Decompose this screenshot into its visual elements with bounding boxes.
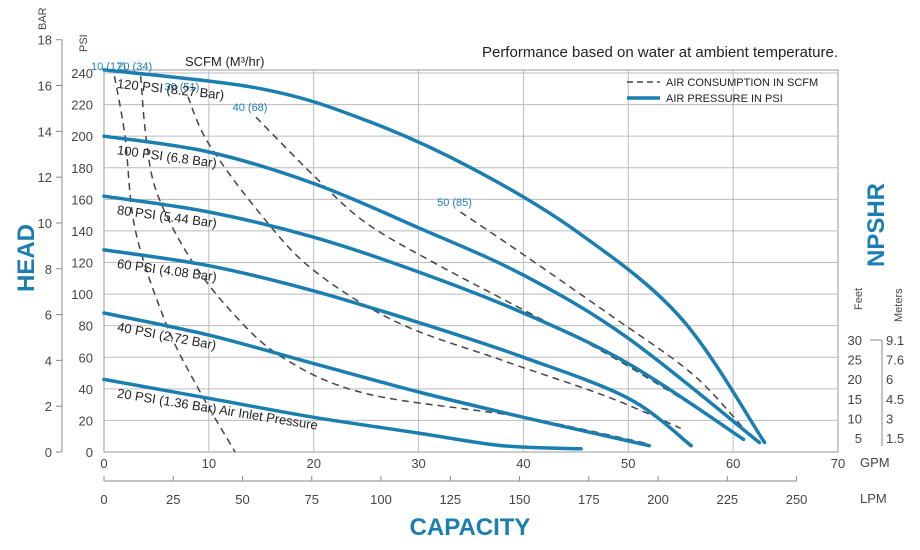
legend-label-air: AIR CONSUMPTION IN SCFM bbox=[666, 77, 818, 89]
npshr-tick-feet: 15 bbox=[848, 392, 862, 407]
y-tick-psi: 240 bbox=[71, 66, 93, 81]
air-consumption-line bbox=[113, 76, 236, 453]
pressure-line bbox=[102, 194, 746, 442]
y-tick-bar: 14 bbox=[38, 124, 52, 139]
y-unit-bar: BAR bbox=[37, 7, 49, 30]
x-tick-lpm: 100 bbox=[370, 492, 392, 507]
y-tick-psi: 220 bbox=[71, 98, 93, 113]
y-tick-bar: 8 bbox=[45, 262, 52, 277]
npshr-tick-meters: 1.5 bbox=[886, 431, 904, 446]
pressure-line bbox=[102, 68, 767, 445]
y-tick-bar: 6 bbox=[45, 308, 52, 323]
x-unit-gpm: GPM bbox=[860, 455, 890, 470]
x-tick-lpm: 225 bbox=[716, 492, 738, 507]
y-tick-psi: 40 bbox=[79, 382, 93, 397]
pressure-label: 20 PSI (1.36 Bar) Air Inlet Pressure bbox=[116, 386, 319, 433]
x-tick-gpm: 30 bbox=[411, 456, 425, 471]
legend: AIR CONSUMPTION IN SCFM AIR PRESSURE IN … bbox=[627, 77, 818, 105]
x-tick-lpm: 175 bbox=[578, 492, 600, 507]
axes-layer: 0 10 20 30 40 50 60 700204060801001201401601802… bbox=[38, 33, 905, 507]
pressure-line bbox=[102, 134, 762, 445]
y-tick-psi: 20 bbox=[79, 413, 93, 428]
x-tick-gpm: 60 bbox=[726, 456, 740, 471]
npshr-unit-feet: Feet bbox=[853, 288, 865, 310]
air-consumption-label: 50 (85) bbox=[437, 197, 472, 209]
y-tick-bar: 12 bbox=[38, 170, 52, 185]
chart-title: Performance based on water at ambient te… bbox=[482, 44, 838, 61]
x-tick-lpm: 75 bbox=[305, 492, 319, 507]
y-tick-psi: 80 bbox=[79, 319, 93, 334]
x-tick-gpm: 50 bbox=[621, 456, 635, 471]
y-tick-bar: 4 bbox=[45, 353, 52, 368]
x-tick-lpm: 200 bbox=[647, 492, 669, 507]
y2-axis-title: NPSHR bbox=[863, 183, 890, 267]
npshr-tick-feet: 30 bbox=[848, 333, 862, 348]
npshr-tick-feet: 10 bbox=[848, 411, 862, 426]
y-unit-psi: PSI bbox=[78, 34, 90, 52]
pressure-line bbox=[102, 248, 693, 448]
pressure-line bbox=[102, 377, 583, 451]
grid-layer bbox=[103, 69, 839, 453]
plot-frame bbox=[103, 69, 839, 453]
y-tick-bar: 10 bbox=[38, 216, 52, 231]
x-unit-lpm: LPM bbox=[860, 491, 887, 506]
npshr-tick-meters: 3 bbox=[886, 411, 893, 426]
x-tick-gpm: 40 bbox=[516, 456, 530, 471]
x-tick-lpm: 150 bbox=[509, 492, 531, 507]
labels-layer: 10 (17)20 (34)30 (51)40 (68)50 (85)120 P… bbox=[91, 61, 472, 433]
npshr-tick-meters: 7.6 bbox=[886, 353, 904, 368]
air-consumption-line bbox=[460, 211, 745, 429]
y-tick-bar: 2 bbox=[45, 399, 52, 414]
npshr-tick-meters: 9.1 bbox=[886, 333, 904, 348]
npshr-unit-meters: Meters bbox=[893, 288, 905, 322]
npshr-tick-meters: 6 bbox=[886, 372, 893, 387]
y-tick-bar: 18 bbox=[38, 33, 52, 48]
y-tick-psi: 60 bbox=[79, 350, 93, 365]
x-tick-lpm: 125 bbox=[439, 492, 461, 507]
y-tick-psi: 120 bbox=[71, 256, 93, 271]
x-tick-lpm: 0 bbox=[100, 492, 107, 507]
x-tick-gpm: 70 bbox=[831, 456, 845, 471]
legend-label-pressure: AIR PRESSURE IN PSI bbox=[666, 93, 783, 105]
air-consumption-line bbox=[187, 96, 681, 429]
y-tick-psi: 140 bbox=[71, 224, 93, 239]
pressure-label: 100 PSI (6.8 Bar) bbox=[116, 142, 218, 170]
y-tick-bar: 16 bbox=[38, 79, 52, 94]
x-tick-lpm: 250 bbox=[786, 492, 808, 507]
pressure-line bbox=[102, 311, 652, 448]
series-layer bbox=[102, 68, 767, 453]
npshr-tick-meters: 4.5 bbox=[886, 392, 904, 407]
x-tick-gpm: 0 bbox=[100, 456, 107, 471]
y-tick-psi: 0 bbox=[86, 445, 93, 460]
air-consumption-label: 20 (34) bbox=[117, 61, 152, 73]
npshr-tick-feet: 25 bbox=[848, 353, 862, 368]
y-axis-title: HEAD bbox=[13, 224, 40, 292]
air-consumption-label: 30 (51) bbox=[164, 82, 199, 94]
x-tick-gpm: 20 bbox=[306, 456, 320, 471]
x-tick-lpm: 25 bbox=[166, 492, 180, 507]
air-consumption-label: 40 (68) bbox=[233, 102, 268, 114]
y-tick-psi: 180 bbox=[71, 161, 93, 176]
air-consumption-label: 10 (17) bbox=[91, 61, 126, 73]
npshr-tick-feet: 5 bbox=[855, 431, 862, 446]
npshr-tick-feet: 20 bbox=[848, 372, 862, 387]
x-tick-gpm: 10 bbox=[202, 456, 216, 471]
y-tick-psi: 160 bbox=[71, 192, 93, 207]
y-tick-psi: 100 bbox=[71, 287, 93, 302]
x-tick-lpm: 50 bbox=[235, 492, 249, 507]
y-tick-bar: 0 bbox=[45, 445, 52, 460]
y-tick-psi: 200 bbox=[71, 129, 93, 144]
x-axis-title: CAPACITY bbox=[410, 514, 531, 541]
scfm-axis-label: SCFM (M³/hr) bbox=[185, 54, 264, 69]
